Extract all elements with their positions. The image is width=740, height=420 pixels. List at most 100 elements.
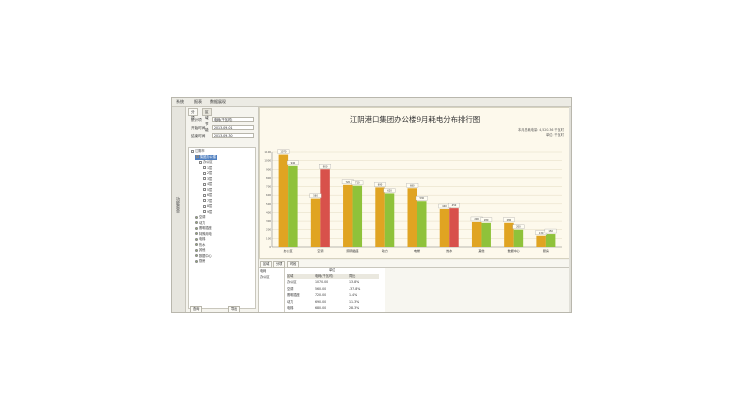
circle-icon — [195, 221, 198, 224]
bar-series-b — [449, 208, 459, 247]
tree-node[interactable]: 办公区 — [199, 160, 213, 165]
table-cell: 680.00 — [315, 306, 327, 310]
tree-node[interactable]: 电梯 — [195, 237, 205, 242]
tree-node[interactable]: 5层 — [203, 188, 212, 193]
data-label: 130 — [539, 232, 544, 235]
folder-icon — [203, 210, 206, 213]
bar-series-a — [310, 198, 321, 247]
folder-icon — [199, 160, 202, 164]
tree-node[interactable]: 8层 — [203, 204, 212, 209]
table-cell: 560.00 — [315, 286, 327, 291]
tree-node-label: 3层 — [207, 176, 213, 181]
tree-node[interactable]: 厨房 — [195, 259, 205, 264]
tree-node[interactable]: 9层 — [203, 210, 212, 215]
bar-series-b — [320, 169, 330, 247]
tree-node[interactable]: 其他 — [195, 248, 205, 253]
tree-node-label: 数据中心 — [199, 253, 212, 258]
tree-node-label: 其他 — [199, 248, 206, 252]
data-label: 560 — [313, 195, 318, 198]
table-caption: 单位 — [329, 268, 336, 272]
data-label-box — [544, 228, 557, 234]
window-scrollbar[interactable] — [569, 107, 571, 312]
list-item[interactable]: 电耗 — [260, 269, 267, 273]
list-item[interactable]: 办公区 — [260, 275, 270, 279]
end-date-input[interactable]: 2013-09-30 — [212, 133, 254, 138]
bar-series-b — [545, 234, 556, 247]
stat-item-select[interactable]: 电耗(千瓦时) — [212, 117, 254, 122]
data-label-box — [415, 196, 428, 201]
x-tick-label: 照明插座 — [347, 248, 359, 253]
tree-node[interactable]: 特殊用电 — [195, 232, 212, 237]
start-date-input[interactable]: 2013-09-01 — [212, 125, 254, 130]
tree-node[interactable]: 江阴市 — [191, 149, 205, 154]
bar-series-a — [471, 221, 482, 247]
data-label-box — [286, 160, 299, 165]
chart-note-unit: 单位: 千瓦时 — [545, 133, 564, 137]
tree-node-label: 2层 — [207, 171, 213, 175]
tree-node-label: 办公区 — [203, 160, 213, 164]
chart-note-total: 本月总耗电量: 4,520.36 千瓦时 — [518, 128, 564, 132]
x-tick-label: 其他 — [478, 248, 484, 253]
tab-item[interactable]: 分项 — [188, 108, 198, 120]
detail-table: 单位 区域 电耗(千瓦时) 同比 办公区 1070.00 13.8% 空调 560.00 -37… — [285, 268, 385, 312]
menu-data[interactable]: 数据展现 — [210, 99, 226, 104]
tree-node-label: 厨房 — [199, 259, 206, 263]
table-cell: 690.00 — [315, 299, 327, 304]
tree-node-label: 空调 — [199, 215, 206, 219]
data-label: 1070 — [280, 151, 287, 154]
folder-icon — [203, 182, 206, 186]
chart-title: 江阴港口集团办公楼9月耗电分布排行图 — [349, 115, 481, 124]
tree-node-label: 江阴市 — [195, 149, 205, 153]
circle-icon — [195, 248, 198, 252]
menu-bar: 系统 报表 数据展现 — [172, 98, 571, 107]
tree-node[interactable]: 2层 — [203, 171, 212, 176]
folder-icon — [196, 155, 199, 158]
tab-subitem[interactable]: 分项 — [273, 261, 286, 268]
tree-node[interactable]: 热水 — [195, 243, 205, 248]
folder-icon — [203, 193, 206, 197]
detail-tabs: 区域 分项 时段 — [259, 260, 571, 268]
tree-node[interactable]: 数据中心 — [195, 254, 212, 259]
tree-node-label: 9层 — [207, 209, 213, 214]
tree-node[interactable]: 照明插座 — [195, 226, 212, 231]
circle-icon — [195, 215, 198, 219]
tree-node[interactable]: 4层 — [203, 182, 212, 187]
circle-icon — [195, 232, 198, 235]
table-cell: 11.3% — [349, 299, 360, 304]
tab-period[interactable]: 时段 — [287, 261, 300, 268]
tree-node-label: 5层 — [207, 187, 213, 192]
x-tick-label: 数据中心 — [508, 248, 520, 253]
bar-series-a — [278, 154, 289, 247]
area-tree: 江阴市 集团办公楼 办公区 1层 2层 3层 4层 5层 6层 7层 8层 9层 空调动力 照明插座 特殊用… — [188, 147, 256, 309]
tree-node[interactable]: 7层 — [203, 199, 212, 204]
field-end: 结束时间 2013-09-30 — [188, 133, 256, 139]
export-button[interactable]: 导出 — [228, 306, 241, 312]
detail-area: 区域 分项 时段 电耗 办公区 单位 区域 电耗(千瓦时) 同比 办公区 1070.00… — [259, 260, 571, 312]
query-button[interactable]: 查询 — [190, 306, 203, 312]
tab-area[interactable]: 区域节能 — [202, 108, 212, 132]
tree-node[interactable]: 集团办公楼 — [195, 154, 217, 160]
bar-series-a — [407, 188, 417, 247]
side-tab[interactable]: 功能菜单 — [172, 107, 186, 312]
data-label-box — [512, 224, 525, 229]
query-panel: 分项 区域节能 统计项 电耗(千瓦时) 开始时间 2013-09-01 结束时间… — [186, 107, 259, 312]
data-label-box — [448, 202, 460, 208]
tree-node[interactable]: 1层 — [203, 166, 212, 171]
folder-icon — [203, 166, 206, 169]
tree-node[interactable]: 6层 — [203, 193, 212, 198]
menu-system[interactable]: 系统 — [176, 99, 184, 104]
folder-icon — [203, 177, 206, 180]
tree-node-label: 集团办公楼 — [200, 154, 216, 159]
table-header: 同比 — [349, 274, 379, 279]
data-label: 720 — [346, 181, 351, 184]
tab-region[interactable]: 区域 — [260, 261, 273, 268]
table-cell: 13.8% — [349, 280, 360, 284]
data-label: 620 — [387, 189, 392, 192]
tree-node[interactable]: 空调 — [195, 215, 205, 220]
tree-node[interactable]: 3层 — [203, 177, 212, 182]
table-cell: 办公区 — [287, 280, 297, 284]
data-label: 940 — [291, 162, 296, 165]
menu-report[interactable]: 报表 — [194, 99, 202, 104]
tree-node[interactable]: 动力 — [195, 221, 205, 226]
data-label-box — [351, 180, 364, 185]
